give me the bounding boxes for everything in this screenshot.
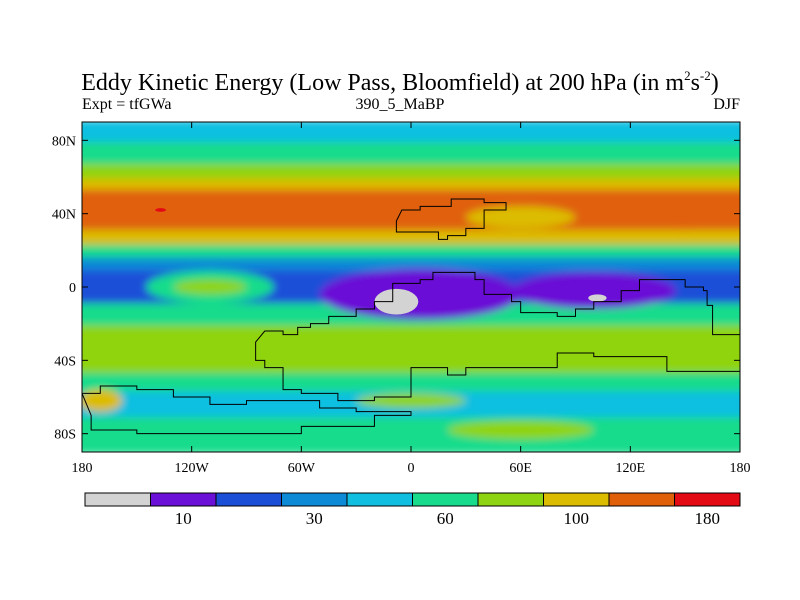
- colorbar-bin-0: [84, 492, 151, 507]
- x-tick-label: 180: [730, 461, 751, 476]
- energy-feature-4: [374, 288, 419, 315]
- energy-feature-7: [465, 206, 576, 229]
- energy-band-2: [82, 164, 740, 183]
- colorbar-bin-9: [674, 492, 741, 507]
- colorbar-bin-3: [281, 492, 348, 507]
- energy-feature-2: [319, 268, 521, 321]
- colorbar-label: 100: [564, 509, 590, 528]
- y-tick-label: 40S: [54, 354, 76, 369]
- colorbar-label: 60: [437, 509, 454, 528]
- energy-feature-11: [447, 420, 594, 440]
- season-label: DJF: [713, 96, 740, 113]
- axes: 180 120W 60W 0 60E 120E 180 80N 40N 0 40S 80S: [52, 122, 751, 476]
- colorbar-label: 180: [695, 509, 721, 528]
- colorbar-bin-6: [477, 492, 544, 507]
- colorbar-bin-1: [150, 492, 217, 507]
- x-tick-label: 60W: [288, 461, 316, 476]
- y-tick-label: 80S: [54, 428, 76, 443]
- colorbar: 10 30 60 100 180: [84, 492, 741, 528]
- energy-feature-6: [621, 197, 740, 231]
- energy-feature-3: [511, 272, 677, 309]
- energy-feature-1: [173, 279, 247, 295]
- southern-landmass-outline: [82, 385, 412, 435]
- run-label: 390_5_MaBP: [355, 96, 445, 113]
- y-tick-label: 40N: [52, 208, 76, 223]
- energy-feature-8: [155, 208, 167, 212]
- y-tick-label: 0: [69, 281, 76, 296]
- chart-title: Eddy Kinetic Energy (Low Pass, Bloomfiel…: [81, 68, 719, 96]
- colorbar-label: 30: [306, 509, 323, 528]
- north-continent-outline: [395, 198, 507, 240]
- energy-field: [82, 122, 740, 452]
- x-tick-label: 120E: [616, 461, 646, 476]
- south-continent-outline: [255, 271, 740, 402]
- energy-feature-5: [588, 294, 607, 302]
- x-tick-label: 0: [408, 461, 415, 476]
- colorbar-bin-7: [543, 492, 610, 507]
- energy-band-5: [82, 230, 740, 249]
- x-tick-label: 120W: [175, 461, 210, 476]
- experiment-label: Expt = tfGWa: [82, 96, 172, 113]
- colorbar-label: 10: [175, 509, 192, 528]
- coastlines: [82, 198, 740, 435]
- x-tick-label: 60E: [509, 461, 532, 476]
- energy-band-1: [82, 142, 740, 168]
- x-tick-label: 180: [72, 461, 93, 476]
- y-tick-label: 80N: [52, 134, 76, 149]
- colorbar-bin-8: [608, 492, 675, 507]
- energy-band-7: [82, 257, 740, 275]
- colorbar-bin-4: [346, 492, 413, 507]
- energy-band-6: [82, 244, 740, 262]
- colorbar-bin-5: [412, 492, 479, 507]
- colorbar-bin-2: [215, 492, 282, 507]
- energy-feature-10: [82, 389, 123, 412]
